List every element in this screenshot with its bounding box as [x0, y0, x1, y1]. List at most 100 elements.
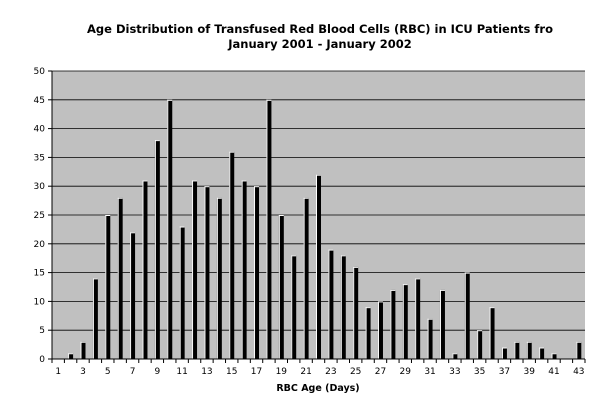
x-tick-label: 27 — [375, 367, 386, 377]
bar — [489, 307, 495, 359]
bar-body — [415, 278, 421, 359]
bar-highlight — [254, 186, 256, 359]
x-tick-label: 9 — [154, 367, 160, 377]
bar-highlight — [192, 180, 194, 359]
bar-highlight — [68, 353, 70, 359]
bar-body — [551, 353, 557, 359]
bar-body — [489, 307, 495, 359]
bar-highlight — [241, 180, 243, 359]
x-tick-label: 39 — [523, 367, 535, 377]
bar-top-highlight — [303, 197, 309, 199]
x-tick-label: 17 — [251, 367, 262, 377]
bar-highlight — [80, 341, 82, 359]
y-tick-label: 40 — [34, 125, 46, 135]
bar-highlight — [551, 353, 553, 359]
bar-top-highlight — [514, 341, 520, 343]
bar-body — [477, 330, 483, 359]
bar — [229, 151, 235, 359]
bar-highlight — [229, 151, 231, 359]
bar-highlight — [328, 249, 330, 359]
bar — [68, 353, 74, 359]
bar-body — [278, 215, 284, 359]
y-tick-label: 0 — [39, 355, 45, 365]
bar-highlight — [377, 301, 379, 359]
bar-body — [340, 255, 346, 359]
bar-highlight — [477, 330, 479, 359]
bar — [266, 99, 272, 360]
bar-body — [142, 180, 148, 359]
bar-top-highlight — [576, 341, 582, 343]
bar-highlight — [92, 278, 94, 359]
bar-highlight — [365, 307, 367, 359]
bar-top-highlight — [353, 266, 359, 268]
bar-top-highlight — [80, 341, 86, 343]
x-tick-label: 29 — [400, 367, 412, 377]
chart-title-line-1: Age Distribution of Transfused Red Blood… — [87, 22, 553, 36]
x-tick-label: 11 — [176, 367, 187, 377]
x-tick-label: 31 — [424, 367, 435, 377]
bar-body — [303, 197, 309, 359]
bar-body — [204, 186, 210, 359]
bar-body — [92, 278, 98, 359]
bar-top-highlight — [415, 278, 421, 280]
bar — [216, 197, 222, 359]
bar-highlight — [179, 226, 181, 359]
bar-top-highlight — [142, 180, 148, 182]
bar-top-highlight — [427, 318, 433, 320]
bar-body — [291, 255, 297, 359]
bar-top-highlight — [92, 278, 98, 280]
bar — [377, 301, 383, 359]
bar — [179, 226, 185, 359]
bar — [452, 353, 458, 359]
bar — [439, 289, 445, 359]
x-tick-label: 13 — [201, 367, 212, 377]
bar — [415, 278, 421, 359]
bar-body — [514, 341, 520, 359]
bar — [551, 353, 557, 359]
bar-top-highlight — [539, 347, 545, 349]
bar — [501, 347, 507, 359]
bar-top-highlight — [216, 197, 222, 199]
bar — [365, 307, 371, 359]
bar-body — [154, 140, 160, 359]
bar-body — [328, 249, 334, 359]
bar-top-highlight — [489, 307, 495, 309]
bar-highlight — [489, 307, 491, 359]
bar-top-highlight — [328, 249, 334, 251]
bar-highlight — [501, 347, 503, 359]
bar-highlight — [353, 266, 355, 359]
bar-highlight — [539, 347, 541, 359]
x-tick-label: 23 — [325, 367, 336, 377]
bar-highlight — [105, 215, 107, 359]
x-tick-label: 1 — [55, 367, 61, 377]
bar-top-highlight — [402, 284, 408, 286]
bar-top-highlight — [179, 226, 185, 228]
x-tick-label: 3 — [80, 367, 86, 377]
x-tick-label: 25 — [350, 367, 361, 377]
bar-body — [539, 347, 545, 359]
bar-highlight — [427, 318, 429, 359]
bar-body — [402, 284, 408, 359]
bar-top-highlight — [192, 180, 198, 182]
bar-body — [167, 99, 173, 360]
bar-top-highlight — [439, 289, 445, 291]
bar — [477, 330, 483, 359]
bar — [92, 278, 98, 359]
bar-top-highlight — [154, 140, 160, 142]
bar — [402, 284, 408, 359]
bar — [167, 99, 173, 360]
bar-highlight — [415, 278, 417, 359]
bar — [130, 232, 136, 359]
bar-highlight — [167, 99, 169, 360]
bar-top-highlight — [390, 289, 396, 291]
bar-highlight — [439, 289, 441, 359]
bar-top-highlight — [377, 301, 383, 303]
bar-top-highlight — [551, 353, 557, 355]
y-tick-label: 30 — [34, 182, 46, 192]
bar — [254, 186, 260, 359]
bar — [241, 180, 247, 359]
y-tick-label: 5 — [39, 326, 45, 336]
x-tick-label: 7 — [130, 367, 136, 377]
bar-top-highlight — [340, 255, 346, 257]
